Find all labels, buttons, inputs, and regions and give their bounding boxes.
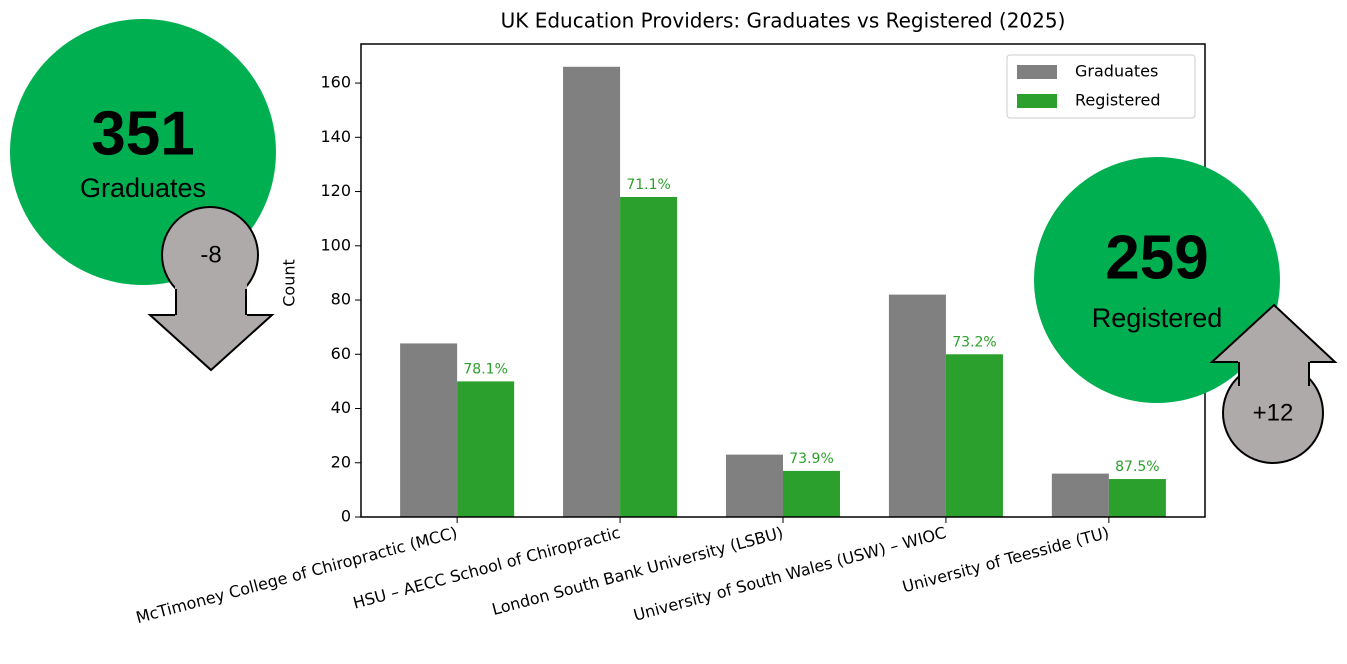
y-tick-label: 0 [341, 507, 351, 526]
y-axis-label: Count [280, 259, 299, 307]
y-tick-label: 140 [320, 127, 351, 146]
y-tick-label: 80 [331, 290, 351, 309]
plot-area: 0 20 40 60 80 100 120 140 160 McTimoney College o… [134, 66, 1166, 627]
legend-label: Graduates [1075, 62, 1158, 81]
annotation: 87.5% [1115, 459, 1159, 475]
y-tick-label: 120 [320, 181, 351, 200]
kpi-circle [1034, 157, 1280, 403]
bar [457, 381, 515, 517]
kpi-change: +12 [1253, 399, 1294, 426]
chart-title: UK Education Providers: Graduates vs Reg… [501, 9, 1066, 33]
bar [1051, 473, 1109, 517]
bar [783, 470, 841, 517]
bar [725, 454, 783, 517]
bar [563, 66, 621, 518]
bar [1108, 479, 1166, 517]
kpi-label: Graduates [80, 173, 206, 203]
legend-swatch [1017, 65, 1057, 79]
kpi-value: 259 [1105, 223, 1208, 292]
annotation: 78.1% [463, 361, 507, 377]
legend-swatch [1017, 94, 1057, 108]
y-tick-label: 20 [331, 452, 351, 471]
up-arrow [1209, 303, 1338, 464]
x-tick-label: University of South Wales (USW) – WIOC [631, 523, 948, 625]
annotation: 71.1% [626, 177, 670, 193]
bar [945, 354, 1003, 517]
kpi-change: -8 [200, 241, 221, 268]
annotation: 73.9% [789, 451, 833, 467]
x-tick-label: McTimoney College of Chiropractic (MCC) [134, 523, 459, 627]
legend: Graduates Registered [1006, 54, 1196, 119]
legend-label: Registered [1075, 91, 1161, 110]
down-arrow [147, 206, 275, 372]
bar [620, 196, 678, 518]
y-tick-label: 100 [320, 235, 351, 254]
y-tick-label: 40 [331, 398, 351, 417]
kpi-value: 351 [91, 99, 194, 168]
x-tick-label: HSU – AECC School of Chiropractic [351, 523, 622, 613]
y-tick-label: 160 [320, 73, 351, 92]
bar [888, 294, 946, 517]
bar [400, 343, 458, 517]
annotation: 73.2% [952, 334, 996, 350]
y-tick-label: 60 [331, 344, 351, 363]
kpi-label: Registered [1092, 303, 1223, 333]
